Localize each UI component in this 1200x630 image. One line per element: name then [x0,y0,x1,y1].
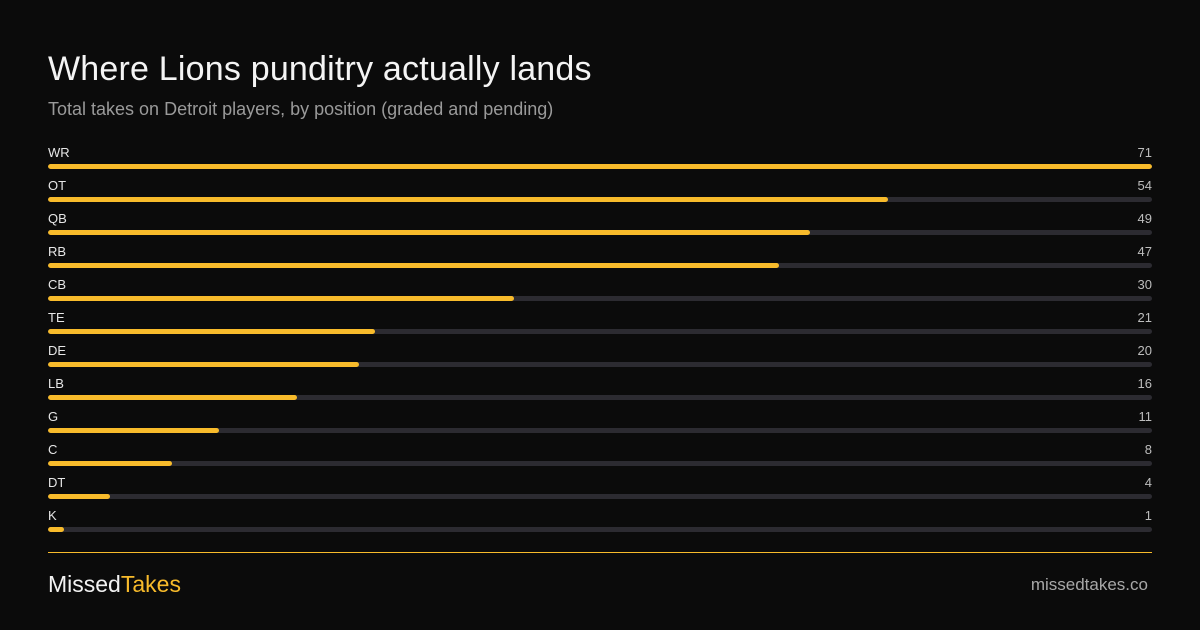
bar-row: OT 54 [48,177,1152,210]
bar-value-label: 47 [1137,244,1152,259]
bar-category-label: QB [48,211,67,226]
bar-fill [48,494,111,499]
bar-track [48,494,1152,499]
bar-track [48,164,1152,169]
bar-fill [48,329,375,334]
bar-fill [48,362,359,367]
bar-fill [48,197,888,202]
bar-fill [48,296,515,301]
bar-category-label: WR [48,145,70,160]
bar-track [48,428,1152,433]
chart-title: Where Lions punditry actually lands [48,50,592,88]
bar-track [48,329,1152,334]
bar-row: DT 4 [48,474,1152,507]
bar-chart: WR 71 OT 54 QB 49 RB 47 CB 30 TE 21 DE 20 LB 16 G 11 C 8 DT 4… [48,144,1152,540]
bar-row: LB 16 [48,375,1152,408]
bar-value-label: 54 [1137,178,1152,193]
bar-row: DE 20 [48,342,1152,375]
brand-logo-part1: Missed [48,571,121,597]
bar-track [48,461,1152,466]
bar-value-label: 49 [1137,211,1152,226]
brand-logo: MissedTakes [48,571,181,598]
bar-category-label: K [48,508,57,523]
bar-track [48,395,1152,400]
bar-category-label: RB [48,244,67,259]
bar-value-label: 30 [1137,277,1152,292]
bar-category-label: C [48,442,58,457]
bar-category-label: G [48,409,59,424]
site-url: missedtakes.co [1030,575,1148,594]
footer-divider [48,552,1152,553]
bar-value-label: 21 [1137,310,1152,325]
bar-row: CB 30 [48,276,1152,309]
bar-category-label: DT [48,475,66,490]
bar-fill [48,395,297,400]
bar-value-label: 11 [1138,409,1153,424]
bar-value-label: 8 [1144,442,1152,457]
bar-value-label: 1 [1144,508,1152,523]
bar-row: TE 21 [48,309,1152,342]
bar-value-label: 71 [1137,145,1152,160]
bar-value-label: 4 [1144,475,1152,490]
bar-fill [48,164,1152,169]
chart-subtitle: Total takes on Detroit players, by posit… [48,99,554,119]
bar-track [48,263,1152,268]
bar-track [48,296,1152,301]
bar-track [48,362,1152,367]
bar-fill [48,263,779,268]
bar-fill [48,527,64,532]
bar-value-label: 20 [1137,343,1152,358]
bar-category-label: TE [48,310,65,325]
bar-category-label: LB [48,376,64,391]
bar-category-label: CB [48,277,67,292]
bar-row: RB 47 [48,243,1152,276]
brand-logo-part2: Takes [120,571,181,597]
bar-value-label: 16 [1137,376,1152,391]
bar-fill [48,230,810,235]
bar-row: QB 49 [48,210,1152,243]
bar-category-label: OT [48,178,67,193]
bar-track [48,230,1152,235]
bar-fill [48,428,220,433]
bar-row: G 11 [48,408,1152,441]
bar-category-label: DE [48,343,67,358]
bar-fill [48,461,173,466]
bar-track [48,527,1152,532]
bar-row: WR 71 [48,144,1152,177]
bar-track [48,197,1152,202]
